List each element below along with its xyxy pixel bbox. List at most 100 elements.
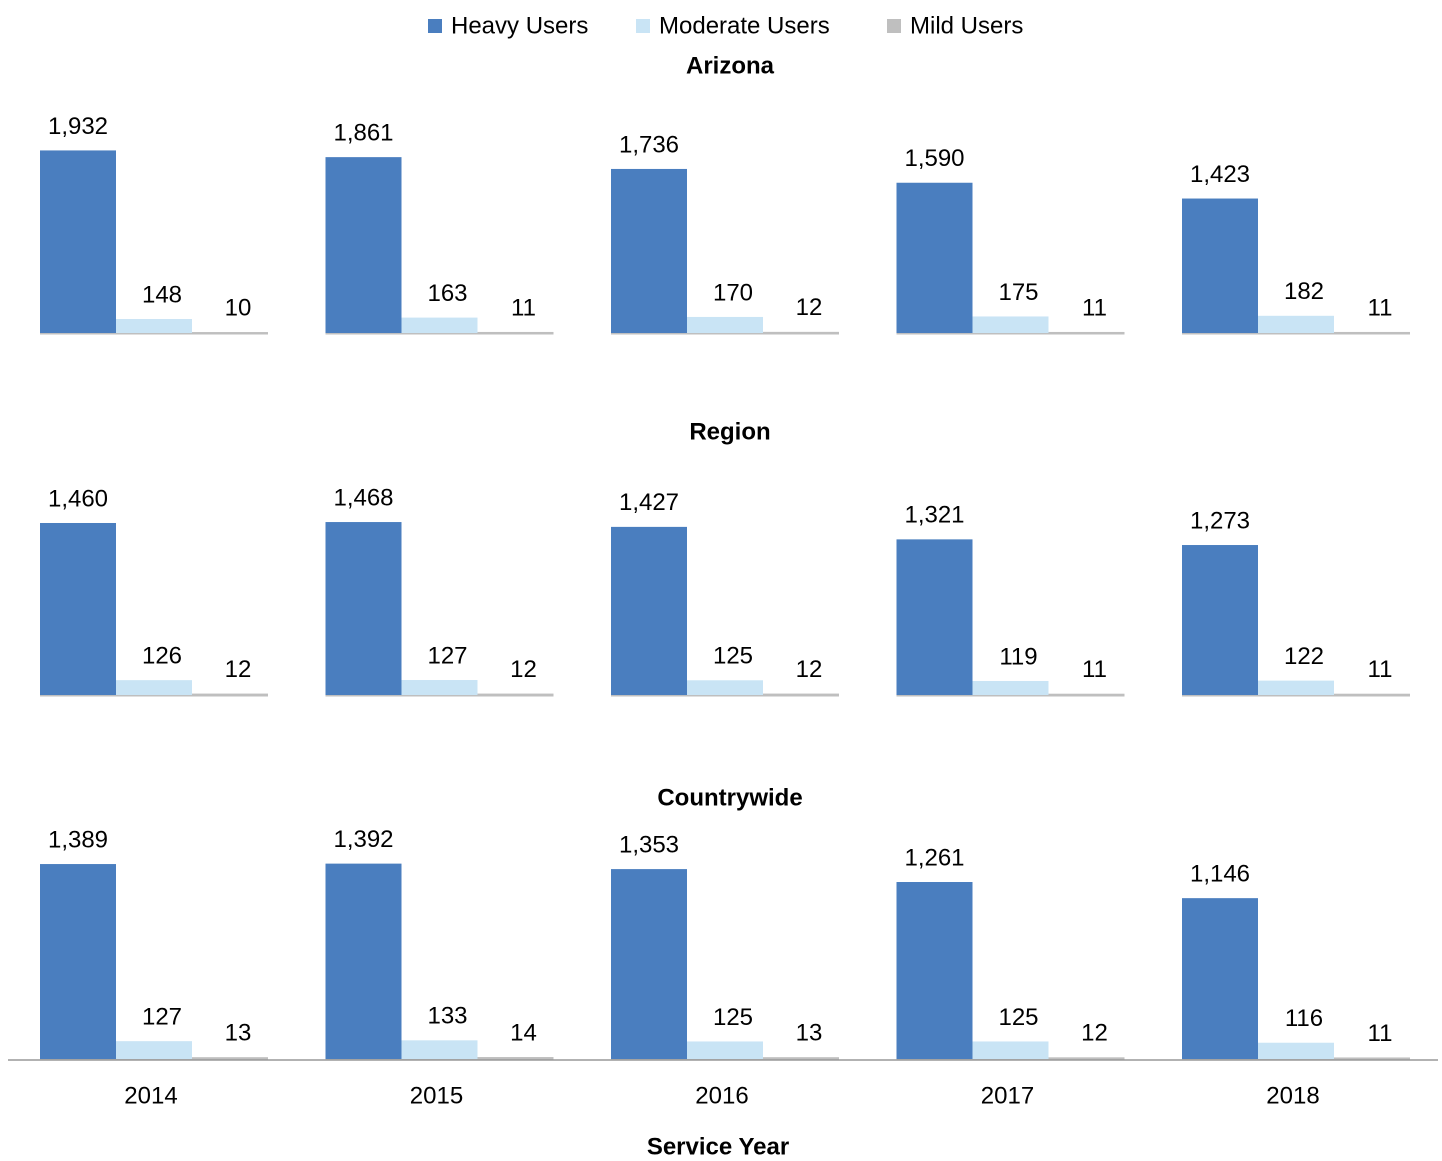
- bar: [763, 331, 839, 333]
- bar: [611, 526, 687, 695]
- data-label: 1,736: [619, 131, 679, 158]
- x-axis-label: Service Year: [647, 1133, 789, 1160]
- legend-label: Moderate Users: [659, 12, 830, 39]
- data-label: 12: [1081, 1020, 1108, 1047]
- data-label: 182: [1284, 278, 1324, 305]
- data-label: 14: [510, 1019, 537, 1046]
- data-label: 1,261: [904, 844, 964, 871]
- bar: [687, 1041, 763, 1059]
- bar: [192, 332, 268, 333]
- data-label: 1,590: [904, 145, 964, 172]
- bar: [40, 864, 116, 1059]
- bar: [116, 319, 192, 333]
- bar: [972, 316, 1049, 333]
- x-tick-label: 2015: [410, 1082, 463, 1109]
- data-label: 175: [998, 279, 1038, 306]
- bar: [116, 1041, 192, 1059]
- bar: [40, 522, 116, 695]
- bar: [1048, 331, 1125, 333]
- data-label: 11: [511, 294, 536, 321]
- panel-title: Region: [689, 418, 770, 445]
- bar: [1182, 898, 1258, 1059]
- bar: [325, 157, 402, 333]
- bar: [1334, 331, 1410, 333]
- bar: [896, 882, 973, 1059]
- data-label: 163: [427, 280, 467, 307]
- data-label: 12: [796, 656, 823, 683]
- data-label: 1,468: [333, 484, 393, 511]
- panel-title: Countrywide: [657, 784, 802, 811]
- bar: [896, 182, 973, 333]
- bar: [477, 1057, 554, 1059]
- bar: [1258, 315, 1334, 333]
- data-label: 10: [225, 294, 252, 321]
- legend-label: Mild Users: [910, 12, 1023, 39]
- data-label: 1,861: [333, 119, 393, 146]
- data-label: 12: [796, 294, 823, 321]
- data-label: 11: [1082, 656, 1107, 683]
- legend-swatch: [887, 19, 901, 33]
- data-label: 126: [142, 642, 182, 669]
- data-label: 1,146: [1190, 860, 1250, 887]
- bar: [116, 680, 192, 695]
- data-label: 122: [1284, 643, 1324, 670]
- data-label: 119: [999, 643, 1037, 670]
- data-label: 11: [1368, 656, 1393, 683]
- bar: [1048, 693, 1125, 695]
- x-tick-label: 2016: [695, 1082, 748, 1109]
- data-label: 11: [1368, 1020, 1393, 1047]
- legend-swatch: [428, 19, 442, 33]
- data-label: 148: [142, 281, 182, 308]
- bar: [1048, 1057, 1125, 1059]
- data-label: 12: [510, 656, 537, 683]
- data-label: 13: [225, 1020, 252, 1047]
- data-label: 13: [796, 1020, 823, 1047]
- data-label: 1,389: [48, 826, 108, 853]
- bar: [687, 680, 763, 695]
- panel-title: Arizona: [686, 52, 775, 79]
- data-label: 1,932: [48, 113, 108, 140]
- bar: [401, 317, 478, 333]
- bar: [1334, 693, 1410, 695]
- data-label: 1,321: [904, 502, 964, 529]
- data-label: 1,392: [333, 826, 393, 853]
- data-label: 11: [1368, 294, 1393, 321]
- data-label: 170: [713, 279, 753, 306]
- bar: [325, 863, 402, 1059]
- bar: [401, 1040, 478, 1059]
- bar: [192, 693, 268, 695]
- data-label: 12: [225, 656, 252, 683]
- legend-label: Heavy Users: [451, 12, 588, 39]
- bar: [1258, 680, 1334, 695]
- data-label: 133: [427, 1003, 467, 1030]
- bar: [477, 331, 554, 333]
- bar: [401, 680, 478, 695]
- x-tick-label: 2014: [124, 1082, 177, 1109]
- bar: [1182, 545, 1258, 695]
- legend-swatch: [636, 19, 650, 33]
- bar: [1258, 1042, 1334, 1059]
- data-label: 1,460: [48, 485, 108, 512]
- data-label: 1,353: [619, 831, 679, 858]
- data-label: 11: [1082, 294, 1107, 321]
- bar: [972, 680, 1049, 695]
- data-label: 1,427: [619, 489, 679, 516]
- data-label: 125: [998, 1004, 1038, 1031]
- x-tick-label: 2017: [981, 1082, 1034, 1109]
- data-label: 127: [142, 1004, 182, 1031]
- bar: [972, 1041, 1049, 1059]
- data-label: 127: [427, 642, 467, 669]
- bar: [1182, 198, 1258, 333]
- data-label: 116: [1285, 1005, 1323, 1032]
- bar: [611, 168, 687, 333]
- bar: [687, 316, 763, 333]
- data-label: 1,273: [1190, 507, 1250, 534]
- bar: [325, 522, 402, 695]
- bar: [1334, 1057, 1410, 1059]
- bar: [896, 539, 973, 695]
- bar: [763, 1057, 839, 1059]
- bar: [763, 693, 839, 695]
- data-label: 125: [713, 1004, 753, 1031]
- data-label: 125: [713, 643, 753, 670]
